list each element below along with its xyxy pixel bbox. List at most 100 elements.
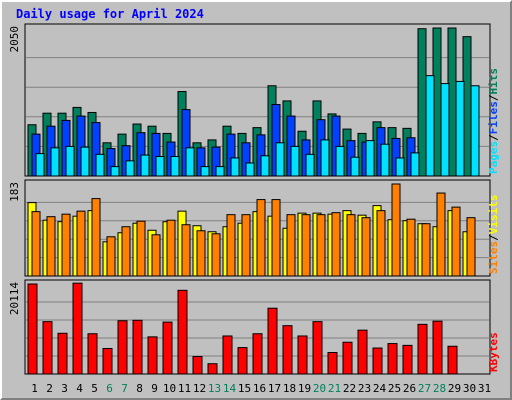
legend-entry: /: [487, 134, 500, 141]
bar-pages-day-24: [380, 143, 390, 177]
bar-pages-day-4: [80, 146, 90, 177]
bar-kbytes-day-9: [147, 336, 158, 375]
legend-entry: Pages: [487, 141, 500, 174]
bar-sites-day-22: [346, 214, 356, 277]
bar-pages-day-8: [140, 154, 150, 177]
bar-sites-day-24: [376, 210, 386, 277]
x-tick-label: 6: [106, 382, 113, 395]
bar-pages-day-6: [110, 166, 120, 177]
x-tick-label: 10: [163, 382, 176, 395]
x-tick-label: 26: [403, 382, 416, 395]
bar-sites-day-20: [316, 214, 326, 277]
bar-sites-day-13: [211, 233, 221, 277]
legend-entry: KBytes: [487, 332, 500, 372]
bar-kbytes-day-22: [342, 341, 353, 375]
bar-pages-day-21: [335, 145, 345, 177]
bar-sites-day-3: [61, 213, 71, 277]
bar-pages-day-12: [200, 166, 210, 177]
legend-entry: Files: [487, 101, 500, 134]
bar-kbytes-day-12: [192, 356, 203, 375]
bar-kbytes-day-15: [237, 347, 248, 375]
bar-kbytes-day-25: [387, 343, 398, 375]
x-tick-label: 5: [91, 382, 98, 395]
bar-kbytes-day-5: [87, 333, 98, 375]
bar-pages-day-26: [410, 152, 420, 177]
bar-kbytes-day-6: [102, 347, 113, 375]
bar-pages-day-30: [470, 85, 480, 177]
x-tick-label: 27: [418, 382, 431, 395]
bar-pages-day-23: [365, 140, 375, 177]
bar-sites-day-30: [466, 217, 476, 277]
bar-kbytes-day-16: [252, 333, 263, 375]
x-tick-label: 17: [268, 382, 281, 395]
bar-pages-day-20: [320, 139, 330, 177]
x-tick-label: 20: [313, 382, 326, 395]
bar-kbytes-day-2: [42, 321, 53, 375]
bar-sites-day-1: [31, 211, 41, 277]
bar-pages-day-7: [125, 160, 135, 177]
x-tick-label: 14: [223, 382, 237, 395]
bar-sites-day-8: [136, 220, 146, 277]
bar-sites-day-2: [46, 216, 56, 277]
bar-pages-day-13: [215, 166, 225, 177]
bar-pages-day-11: [185, 147, 195, 177]
x-tick-label: 7: [121, 382, 128, 395]
bar-pages-day-19: [305, 153, 315, 177]
legend: Pages/Files/Hits: [487, 68, 500, 174]
y-max-label: 20114: [8, 282, 21, 315]
bar-pages-day-14: [230, 157, 240, 177]
bar-kbytes-day-19: [297, 335, 308, 375]
bar-pages-day-17: [275, 142, 285, 177]
bar-pages-day-29: [455, 80, 465, 177]
bar-kbytes-day-26: [402, 344, 413, 375]
bar-pages-day-3: [65, 145, 75, 177]
bar-kbytes-day-20: [312, 321, 323, 375]
bar-sites-day-26: [406, 218, 416, 277]
bar-kbytes-day-29: [447, 345, 458, 375]
bar-pages-day-9: [155, 156, 165, 177]
y-max-label: 2050: [8, 26, 21, 53]
bar-pages-day-18: [290, 145, 300, 177]
bar-sites-day-6: [106, 236, 116, 277]
legend: Sites/Visits: [487, 195, 500, 275]
chart-title: Daily usage for April 2024: [16, 7, 204, 21]
x-tick-label: 13: [208, 382, 221, 395]
x-tick-label: 28: [433, 382, 446, 395]
bar-sites-day-28: [436, 192, 446, 277]
x-tick-label: 1: [31, 382, 38, 395]
legend-entry: Visits: [487, 195, 500, 235]
bar-sites-day-15: [241, 214, 251, 277]
bar-kbytes-day-1: [27, 283, 38, 375]
bar-kbytes-day-23: [357, 329, 368, 375]
x-tick-label: 9: [151, 382, 158, 395]
x-tick-label: 15: [238, 382, 251, 395]
bar-sites-day-5: [91, 198, 101, 277]
bar-sites-day-25: [391, 183, 401, 277]
x-tick-label: 18: [283, 382, 296, 395]
x-tick-label: 23: [358, 382, 371, 395]
bar-kbytes-day-14: [222, 335, 233, 375]
bar-sites-day-23: [361, 217, 371, 277]
bar-sites-day-11: [181, 224, 191, 277]
bar-kbytes-day-10: [162, 321, 173, 375]
x-tick-label: 8: [136, 382, 143, 395]
x-tick-label: 4: [76, 382, 83, 395]
legend-entry: /: [487, 94, 500, 101]
x-tick-label: 30: [463, 382, 476, 395]
bar-sites-day-29: [451, 206, 461, 277]
bar-kbytes-day-3: [57, 332, 68, 375]
bar-sites-day-21: [331, 212, 341, 277]
x-tick-label: 31: [478, 382, 491, 395]
bar-pages-day-27: [425, 75, 435, 177]
bar-kbytes-day-7: [117, 320, 128, 375]
x-tick-label: 21: [328, 382, 341, 395]
bar-kbytes-day-21: [327, 352, 338, 375]
bar-kbytes-day-18: [282, 325, 293, 375]
legend-entry: Hits: [487, 68, 500, 95]
bar-pages-day-10: [170, 156, 180, 177]
bar-sites-day-10: [166, 219, 176, 277]
x-tick-label: 24: [373, 382, 387, 395]
bar-sites-day-12: [196, 230, 206, 277]
x-tick-label: 22: [343, 382, 356, 395]
bar-sites-day-18: [286, 214, 296, 277]
